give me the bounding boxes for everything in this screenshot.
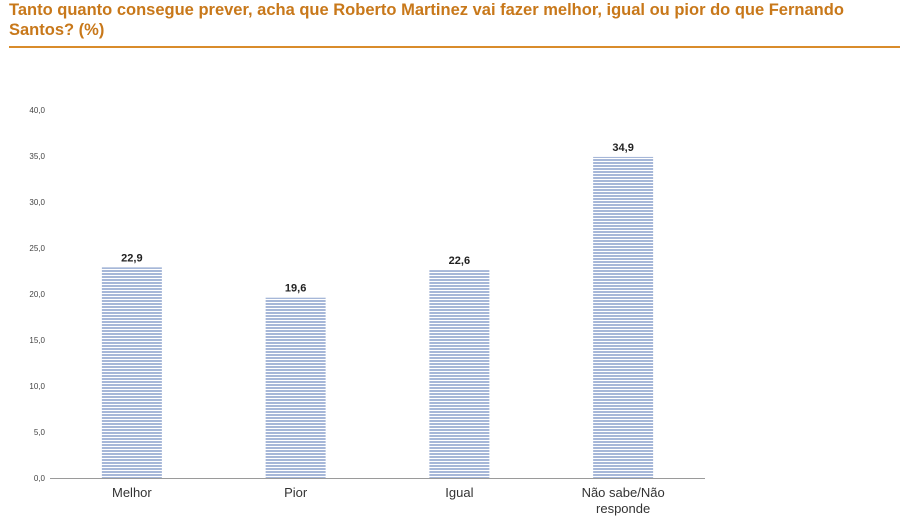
bar — [593, 156, 654, 479]
chart-title: Tanto quanto consegue prever, acha que R… — [9, 1, 844, 39]
x-tick-label: Pior — [284, 485, 308, 500]
y-tick-label: 25,0 — [29, 244, 45, 253]
y-tick-label: 5,0 — [34, 428, 46, 437]
y-tick-label: 30,0 — [29, 198, 45, 207]
x-tick-label: Igual — [445, 485, 473, 500]
y-tick-label: 40,0 — [29, 106, 45, 115]
bar — [101, 267, 162, 478]
y-tick-label: 20,0 — [29, 290, 45, 299]
y-tick-label: 0,0 — [34, 474, 46, 483]
x-tick-label: Melhor — [112, 485, 152, 500]
data-label: 19,6 — [285, 283, 306, 295]
bar — [265, 297, 326, 478]
data-label: 22,9 — [121, 252, 142, 264]
x-tick-label: responde — [596, 501, 650, 516]
bar — [429, 270, 490, 478]
data-label: 22,6 — [449, 255, 470, 267]
y-tick-label: 10,0 — [29, 382, 45, 391]
y-tick-label: 15,0 — [29, 336, 45, 345]
title-divider — [9, 46, 900, 48]
bars: 22,9 19,6 22,6 34,9 — [101, 142, 654, 479]
y-tick-label: 35,0 — [29, 152, 45, 161]
y-axis: 0,0 5,0 10,0 15,0 20,0 25,0 30,0 35,0 40,0 — [29, 106, 45, 483]
x-tick-label: Não sabe/Não — [582, 485, 665, 500]
data-label: 34,9 — [612, 142, 633, 154]
